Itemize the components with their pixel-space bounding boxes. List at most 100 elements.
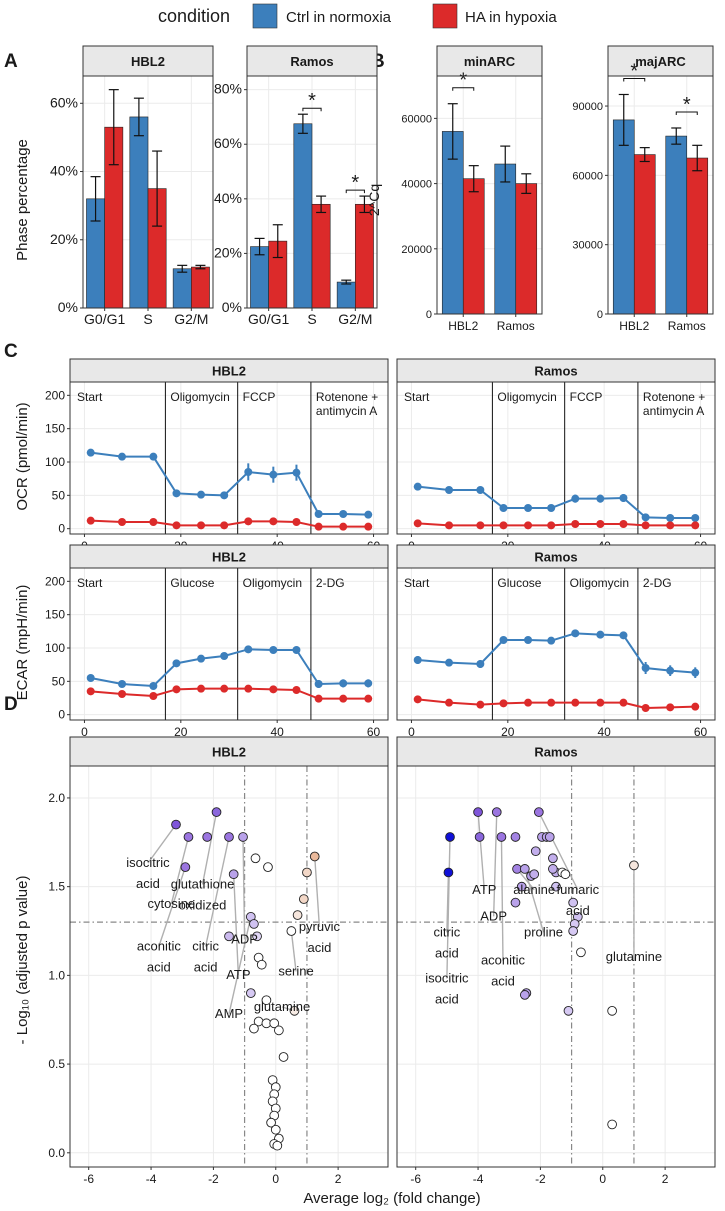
data-point xyxy=(544,832,555,842)
series-line xyxy=(90,648,369,688)
label-leader xyxy=(242,836,246,940)
panel-border xyxy=(607,75,714,315)
y-tick-label: 20% xyxy=(214,244,242,260)
y-tick-label: 1.5 xyxy=(48,880,65,894)
y-tick-label: 30000 xyxy=(572,240,603,252)
label-leader xyxy=(446,872,450,933)
data-point xyxy=(314,680,323,688)
legend: condition Ctrl in normoxia HA in hypoxia xyxy=(158,3,557,29)
x-tick-label: G0/G1 xyxy=(248,311,289,327)
data-point xyxy=(499,699,508,708)
phase-label: Start xyxy=(77,576,103,590)
bar xyxy=(686,157,709,315)
data-point xyxy=(548,864,558,874)
y-tick-label: 50 xyxy=(52,674,66,688)
data-point xyxy=(172,685,181,694)
x-tick-label: -6 xyxy=(83,1172,94,1186)
panel-border xyxy=(396,567,716,721)
facet-title: minARC xyxy=(464,54,516,69)
point-label: acid xyxy=(566,903,590,918)
panel-border xyxy=(436,75,543,315)
data-point xyxy=(619,631,628,640)
label-leader xyxy=(201,811,218,885)
data-point xyxy=(571,698,580,707)
y-axis-title: Phase percentage xyxy=(14,139,31,261)
data-point xyxy=(560,869,571,880)
data-point xyxy=(86,674,95,682)
data-point xyxy=(171,819,181,830)
data-point xyxy=(314,694,323,703)
y-tick-label: 90000 xyxy=(572,101,603,113)
data-point xyxy=(314,522,323,531)
point-label: acid xyxy=(307,940,331,955)
phase-label: antimycin A xyxy=(316,404,377,418)
phase-label: Start xyxy=(77,390,103,404)
data-point xyxy=(202,832,213,842)
y-tick-label: 100 xyxy=(45,455,65,469)
series-line xyxy=(417,632,696,674)
phase-label: 2-DG xyxy=(316,576,345,590)
data-point xyxy=(149,682,158,690)
x-tick-label: HBL2 xyxy=(448,319,478,333)
bar xyxy=(172,268,192,309)
data-point xyxy=(445,521,454,530)
data-point xyxy=(86,448,95,457)
data-point xyxy=(245,988,256,998)
data-point xyxy=(339,522,348,531)
legend-swatch-ha xyxy=(432,3,458,29)
label-leader xyxy=(538,811,579,891)
data-point xyxy=(149,452,158,461)
label-leader xyxy=(232,874,240,975)
point-label: acid xyxy=(435,945,459,960)
data-point xyxy=(224,931,234,942)
data-point xyxy=(473,807,483,817)
data-point xyxy=(256,959,267,970)
panel-background xyxy=(396,567,716,721)
data-point xyxy=(476,660,485,668)
data-point xyxy=(220,652,229,660)
y-tick-label: 0.0 xyxy=(48,1146,65,1160)
data-point xyxy=(263,862,273,872)
data-point xyxy=(269,646,278,654)
label-leader xyxy=(477,812,485,890)
data-point xyxy=(197,490,206,499)
data-point xyxy=(244,684,253,693)
x-tick-label: -4 xyxy=(473,1172,484,1186)
data-point xyxy=(266,1117,276,1128)
point-label: glutathione xyxy=(171,876,235,891)
panel-border xyxy=(396,381,716,535)
y-tick-label: 0% xyxy=(58,299,78,315)
legend-label-ha: HA in hypoxia xyxy=(465,9,557,26)
data-point xyxy=(269,517,278,526)
panel-border xyxy=(396,765,716,1168)
y-tick-label: 1.0 xyxy=(48,968,65,982)
data-point xyxy=(244,468,253,476)
point-label: acid xyxy=(194,960,218,975)
data-point xyxy=(519,864,530,874)
data-point xyxy=(568,926,578,936)
data-point xyxy=(666,666,675,675)
x-tick-label: S xyxy=(307,311,316,327)
data-point xyxy=(249,919,259,929)
panel-c-facet-0-hbl2: HBL2 Start Oligomycin FCCP Rotenone +antimyc… xyxy=(45,358,389,553)
point-label: oxidized xyxy=(179,897,227,912)
x-tick-label: 60 xyxy=(694,725,708,739)
data-point xyxy=(524,521,533,530)
x-tick-label: G0/G1 xyxy=(84,311,125,327)
data-point xyxy=(641,664,650,672)
data-point xyxy=(443,867,454,878)
data-point xyxy=(534,807,544,817)
x-tick-label: 60 xyxy=(367,725,381,739)
x-tick-label: Ramos xyxy=(668,319,706,333)
data-point xyxy=(576,947,586,958)
data-point xyxy=(118,690,127,698)
data-point xyxy=(292,686,301,694)
data-point xyxy=(691,702,700,711)
data-point xyxy=(272,1140,283,1151)
x-tick-label: 20 xyxy=(174,725,188,739)
phase-label: Start xyxy=(404,576,430,590)
x-tick-label: 20 xyxy=(501,725,515,739)
data-point xyxy=(547,698,556,707)
point-label: aconitic xyxy=(481,953,526,968)
